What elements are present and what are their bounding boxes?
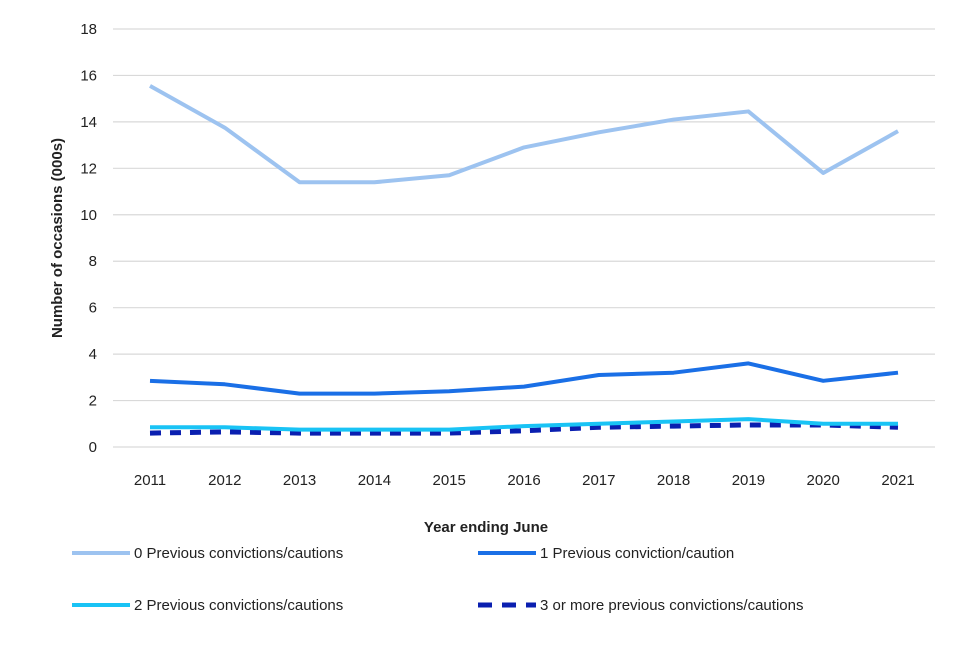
x-tick-label: 2012 [208,472,241,489]
legend-label: 3 or more previous convictions/cautions [540,597,803,614]
x-tick-label: 2014 [358,472,391,489]
y-tick-label: 14 [80,114,97,131]
y-tick-label: 12 [80,160,97,177]
series-line [150,417,898,432]
y-tick-label: 0 [89,439,97,456]
x-tick-label: 2013 [283,472,316,489]
y-tick-label: 6 [89,300,97,317]
y-tick-label: 18 [80,21,97,38]
x-tick-labels: 2011 2012 2013 2014 2015 2016 2017 2018 2019 2020… [134,472,915,489]
legend-label: 1 Previous conviction/caution [540,545,734,562]
gridlines [113,28,935,448]
x-tick-label: 2016 [507,472,540,489]
x-tick-label: 2017 [582,472,615,489]
legend-label: 2 Previous convictions/cautions [134,597,343,614]
legend-label: 0 Previous convictions/cautions [134,545,343,562]
series-line [149,84,899,185]
y-tick-label: 2 [89,393,97,410]
x-tick-label: 2020 [807,472,840,489]
y-axis-label: Number of occasions (000s) [49,138,66,338]
x-axis-label: Year ending June [424,519,548,536]
x-tick-label: 2019 [732,472,765,489]
y-tick-labels: 0 2 4 6 8 10 12 14 16 18 [80,21,97,456]
series-line [149,422,899,436]
x-tick-label: 2018 [657,472,690,489]
y-tick-label: 4 [89,346,97,363]
x-tick-label: 2015 [433,472,466,489]
x-tick-label: 2011 [134,472,166,489]
y-tick-label: 16 [80,67,97,84]
series-line [149,361,899,396]
x-tick-label: 2021 [881,472,914,489]
y-tick-label: 8 [89,253,97,270]
legend: 0 Previous convictions/cautions 1 Previou… [72,545,803,614]
series-lines [149,84,899,436]
y-tick-label: 10 [80,207,97,224]
